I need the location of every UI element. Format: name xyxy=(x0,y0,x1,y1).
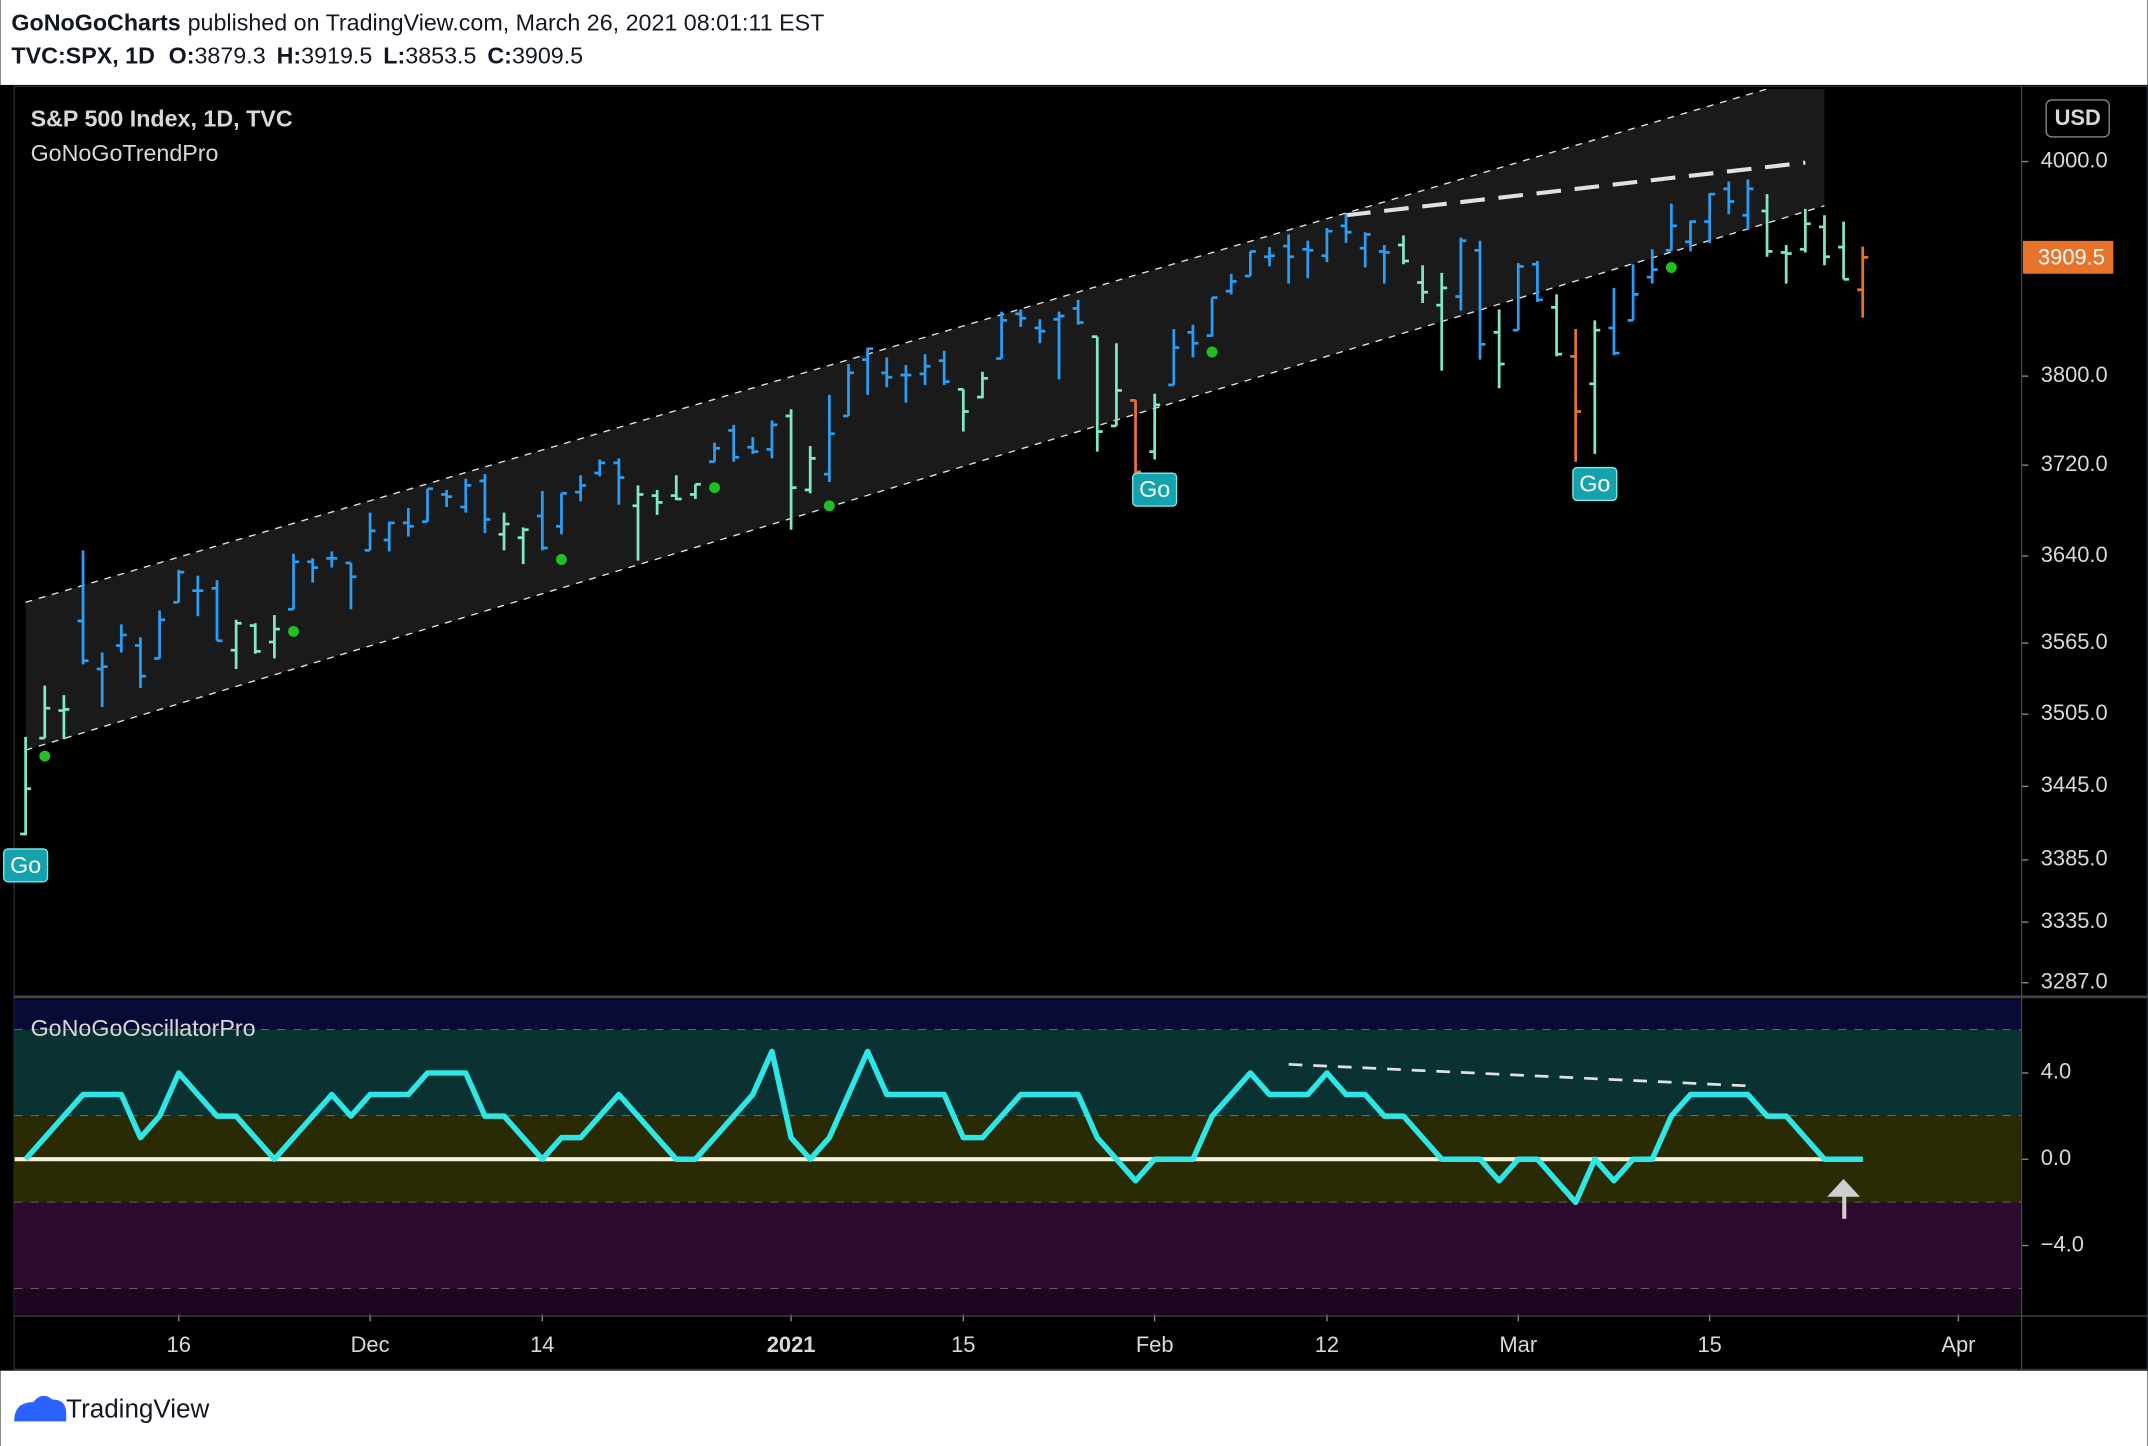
ohlc-label: L: xyxy=(383,43,405,69)
signal-dot xyxy=(1665,261,1677,273)
y-tick-label: 3445.0 xyxy=(2041,772,2108,797)
y-tick-label: 3720.0 xyxy=(2041,451,2108,476)
signal-dot xyxy=(823,500,835,512)
channel xyxy=(25,89,1825,751)
ohlc-label: O: xyxy=(169,43,195,69)
price-title: S&P 500 Index, 1D, TVC xyxy=(31,106,293,132)
y-tick-label: 3287.0 xyxy=(2041,969,2108,994)
zone xyxy=(14,1202,2022,1289)
x-tick-label: Dec xyxy=(351,1332,390,1357)
y-tick-label: 4000.0 xyxy=(2041,147,2108,172)
price-pane xyxy=(20,89,1869,836)
x-tick-label: 15 xyxy=(1697,1332,1721,1357)
oscillator-line xyxy=(23,1048,1863,1206)
x-tick-label: 16 xyxy=(167,1332,191,1357)
signal-dot xyxy=(288,625,300,637)
go-badge xyxy=(1572,466,1618,502)
y-tick-label: 3565.0 xyxy=(2041,629,2108,654)
symbol: TVC:SPX, 1D xyxy=(11,43,155,69)
y-tick-label: −4.0 xyxy=(2041,1231,2084,1256)
y-tick-label: 3505.0 xyxy=(2041,700,2108,725)
ohlc-value: 3909.5 xyxy=(512,43,583,69)
go-label: Go xyxy=(1579,471,1610,497)
go-label: Go xyxy=(10,852,41,878)
ohlc-label: H: xyxy=(277,43,302,69)
zone xyxy=(14,999,2022,1030)
trendline xyxy=(25,205,1825,751)
signal-dot xyxy=(709,482,721,494)
footer-logo[interactable]: TradingView xyxy=(66,1393,209,1423)
header-line-2: TVC:SPX, 1D O:3879.3 H:3919.5 L:3853.5 C:390… xyxy=(11,43,583,69)
last-price-box xyxy=(2022,240,2114,274)
x-tick-label: 2021 xyxy=(767,1332,816,1357)
header-bar xyxy=(0,0,2148,85)
y-tick-label: 3640.0 xyxy=(2041,542,2108,567)
logo-icon xyxy=(14,1395,67,1422)
ohlc-value: 3853.5 xyxy=(405,43,476,69)
signal-dot xyxy=(1206,346,1218,358)
header-line-1: GoNoGoCharts published on TradingView.com… xyxy=(11,10,824,36)
y-tick-label: 3335.0 xyxy=(2041,908,2108,933)
signal-arrow xyxy=(1827,1178,1860,1219)
y-tick-label: 4.0 xyxy=(2041,1059,2071,1084)
x-tick-label: Apr xyxy=(1941,1332,1975,1357)
currency-box[interactable] xyxy=(2045,99,2110,138)
x-tick-label: 14 xyxy=(530,1332,554,1357)
x-tick-label: Feb xyxy=(1136,1332,1174,1357)
oscillator-pane xyxy=(14,999,2022,1315)
signal-dot xyxy=(555,554,567,565)
go-label: Go xyxy=(1139,476,1170,502)
currency[interactable]: USD xyxy=(2055,105,2101,130)
ohlc-label: C: xyxy=(487,43,512,69)
go-badge xyxy=(1132,472,1178,507)
trendline xyxy=(1345,160,1806,218)
trendline xyxy=(1288,1062,1748,1088)
axes: 4000.0 3800.0 3720.0 3640.0 3565.0 3505.0 3445… xyxy=(3,147,2114,1357)
y-tick-label: 3800.0 xyxy=(2041,362,2108,387)
signal-dot xyxy=(39,750,51,762)
zone xyxy=(14,1029,2022,1117)
y-tick-label: 3385.0 xyxy=(2041,846,2108,871)
y-tick-label: 0.0 xyxy=(2041,1145,2071,1170)
ohlc-value: 3879.3 xyxy=(194,43,265,69)
publisher: GoNoGoCharts xyxy=(11,10,180,36)
zone xyxy=(14,1288,2022,1315)
x-tick-label: 12 xyxy=(1315,1332,1339,1357)
last-price: 3909.5 xyxy=(2038,244,2105,269)
oscillator-title: GoNoGoOscillatorPro xyxy=(31,1015,256,1041)
footer-bar xyxy=(0,1370,2148,1446)
x-tick-label: 15 xyxy=(951,1332,975,1357)
x-tick-label: Mar xyxy=(1499,1332,1537,1357)
go-badge xyxy=(3,848,49,883)
trendline xyxy=(25,89,1768,603)
ohlc-value: 3919.5 xyxy=(301,43,372,69)
published: published on TradingView.com, March 26, … xyxy=(188,10,825,36)
indicator-name: GoNoGoTrendPro xyxy=(31,140,219,166)
